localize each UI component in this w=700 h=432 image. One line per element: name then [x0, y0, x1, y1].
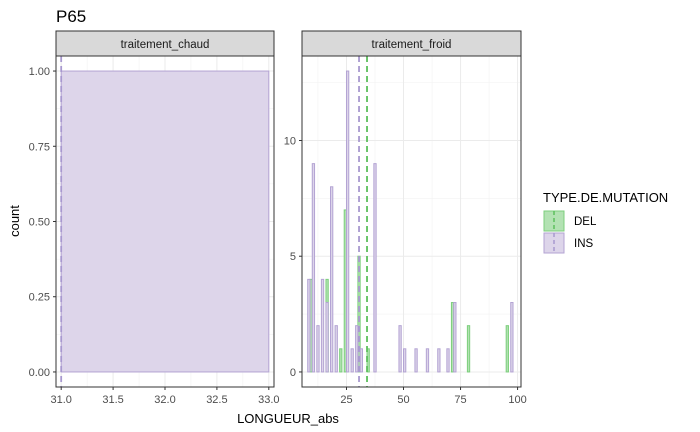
bar-ins: [403, 348, 407, 373]
legend-label-ins: INS: [574, 238, 594, 250]
bar-ins: [373, 163, 377, 373]
x-tick-label: 25: [340, 394, 352, 406]
legend-title: TYPE.DE.MUTATION: [543, 190, 668, 205]
bar-ins: [355, 325, 359, 373]
y-tick-label: 0.50: [29, 217, 50, 229]
y-tick-label: 1.00: [29, 66, 50, 78]
y-tick-label: 0: [290, 367, 296, 379]
facet-strip: [301, 30, 522, 57]
x-axis-label: LONGUEUR_abs: [237, 411, 339, 426]
bar-del: [339, 348, 343, 373]
bar-ins: [320, 278, 325, 373]
facet-panel-1: traitement_chaud 31.0 31.5 32.0 32.5 33.0 0.00…: [29, 30, 280, 406]
x-tick-label: 33.0: [258, 394, 279, 406]
bar-ins: [414, 348, 418, 373]
facet-panel-2: traitement_froid 25 50 75 100 0 5 10: [284, 30, 527, 406]
y-tick-label: 0.75: [29, 141, 50, 153]
bar-del: [505, 325, 509, 373]
facet-strip-label: traitement_chaud: [121, 39, 210, 51]
y-tick-label: 0.25: [29, 292, 50, 304]
bar-ins: [437, 348, 441, 373]
y-tick-label: 10: [284, 135, 296, 147]
x-tick-label: 32.5: [206, 394, 227, 406]
bar-del: [466, 325, 471, 373]
x-tick-label: 75: [454, 394, 466, 406]
bar-ins: [60, 70, 270, 373]
x-tick-label: 50: [397, 394, 409, 406]
bar-ins: [307, 278, 311, 373]
panel-background: [302, 56, 521, 387]
chart-title: P65: [56, 7, 86, 26]
x-tick-label: 31.0: [50, 394, 71, 406]
bar-ins: [325, 302, 329, 373]
legend-label-del: DEL: [574, 216, 597, 228]
bar-ins: [345, 70, 350, 373]
x-tick-label: 32.0: [154, 394, 175, 406]
bar-ins: [334, 325, 338, 373]
bar-ins: [350, 348, 354, 373]
y-axis-label: count: [7, 205, 22, 237]
bar-ins: [446, 348, 450, 373]
facet-strip-label: traitement_froid: [372, 39, 452, 51]
panel-border: [301, 55, 522, 388]
facets: traitement_chaud 31.0 31.5 32.0 32.5 33.0 0.00…: [29, 30, 527, 406]
bar-ins: [316, 325, 320, 373]
bar-ins: [398, 325, 402, 373]
x-tick-label: 31.5: [102, 394, 123, 406]
bar-ins: [510, 302, 514, 373]
facet-strip: [55, 30, 275, 57]
bar-ins: [425, 348, 430, 373]
y-tick-label: 0.00: [29, 367, 50, 379]
y-tick-label: 5: [290, 251, 296, 263]
bar-ins: [311, 163, 316, 373]
bar-ins: [359, 348, 363, 373]
bar-ins: [330, 186, 334, 373]
x-tick-label: 100: [508, 394, 526, 406]
legend: TYPE.DE.MUTATION DEL INS: [543, 190, 668, 254]
bar-ins: [453, 302, 457, 373]
